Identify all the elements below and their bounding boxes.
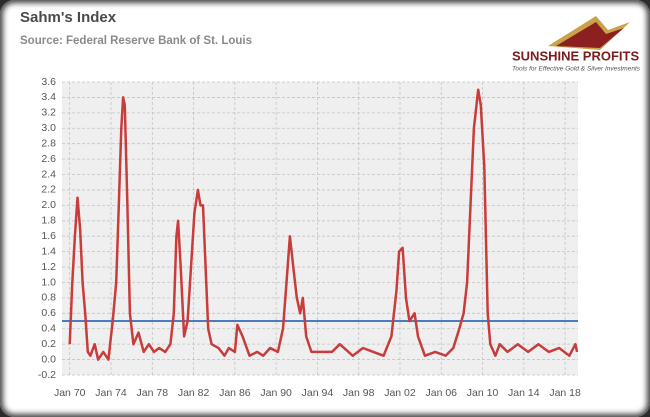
x-tick-label: Jan 78: [137, 387, 169, 399]
data-line: [68, 88, 579, 361]
y-tick-label: 1.0: [41, 276, 56, 288]
y-tick-label: 2.6: [41, 153, 56, 165]
y-tick-label: 1.4: [41, 245, 56, 257]
logo-mark: [548, 16, 630, 50]
y-tick-label: 1.8: [41, 215, 56, 227]
x-tick-label: Jan 10: [467, 387, 499, 399]
y-tick-label: 0.8: [41, 292, 56, 304]
y-tick-label: -0.2: [38, 369, 56, 381]
y-tick-label: 2.4: [41, 168, 56, 180]
x-tick-label: Jan 86: [219, 387, 251, 399]
x-tick-label: Jan 82: [178, 387, 210, 399]
brand-tagline: Tools for Effective Gold & Silver Invest…: [512, 66, 641, 73]
x-tick-label: Jan 74: [95, 387, 127, 399]
y-tick-label: 0.0: [41, 353, 56, 365]
x-tick-label: Jan 14: [508, 387, 540, 399]
x-tick-label: Jan 06: [425, 387, 457, 399]
y-tick-label: 2.2: [41, 184, 56, 196]
y-tick-label: 2.0: [41, 199, 56, 211]
x-tick-label: Jan 94: [302, 387, 334, 399]
chart-subtitle: Source: Federal Reserve Bank of St. Loui…: [20, 35, 252, 47]
plot-area: [62, 82, 578, 375]
x-tick-label: Jan 02: [384, 387, 416, 399]
chart-title: Sahm's Index: [20, 9, 117, 26]
y-tick-label: 2.8: [41, 137, 56, 149]
x-tick-label: Jan 98: [343, 387, 375, 399]
x-tick-label: Jan 18: [549, 387, 581, 399]
y-tick-label: 0.2: [41, 338, 56, 350]
brand: SUNSHINE PROFITS: [512, 48, 639, 63]
x-tick-label: Jan 90: [260, 387, 292, 399]
y-tick-label: 1.6: [41, 230, 56, 242]
y-tick-label: 0.4: [41, 323, 56, 335]
y-tick-label: 3.2: [41, 107, 56, 119]
y-tick-label: 0.6: [41, 307, 56, 319]
y-tick-label: 3.4: [41, 91, 56, 103]
y-tick-label: 3.6: [41, 76, 56, 88]
x-tick-label: Jan 70: [54, 387, 86, 399]
y-tick-label: 3.0: [41, 122, 56, 134]
y-tick-label: 1.2: [41, 261, 56, 273]
